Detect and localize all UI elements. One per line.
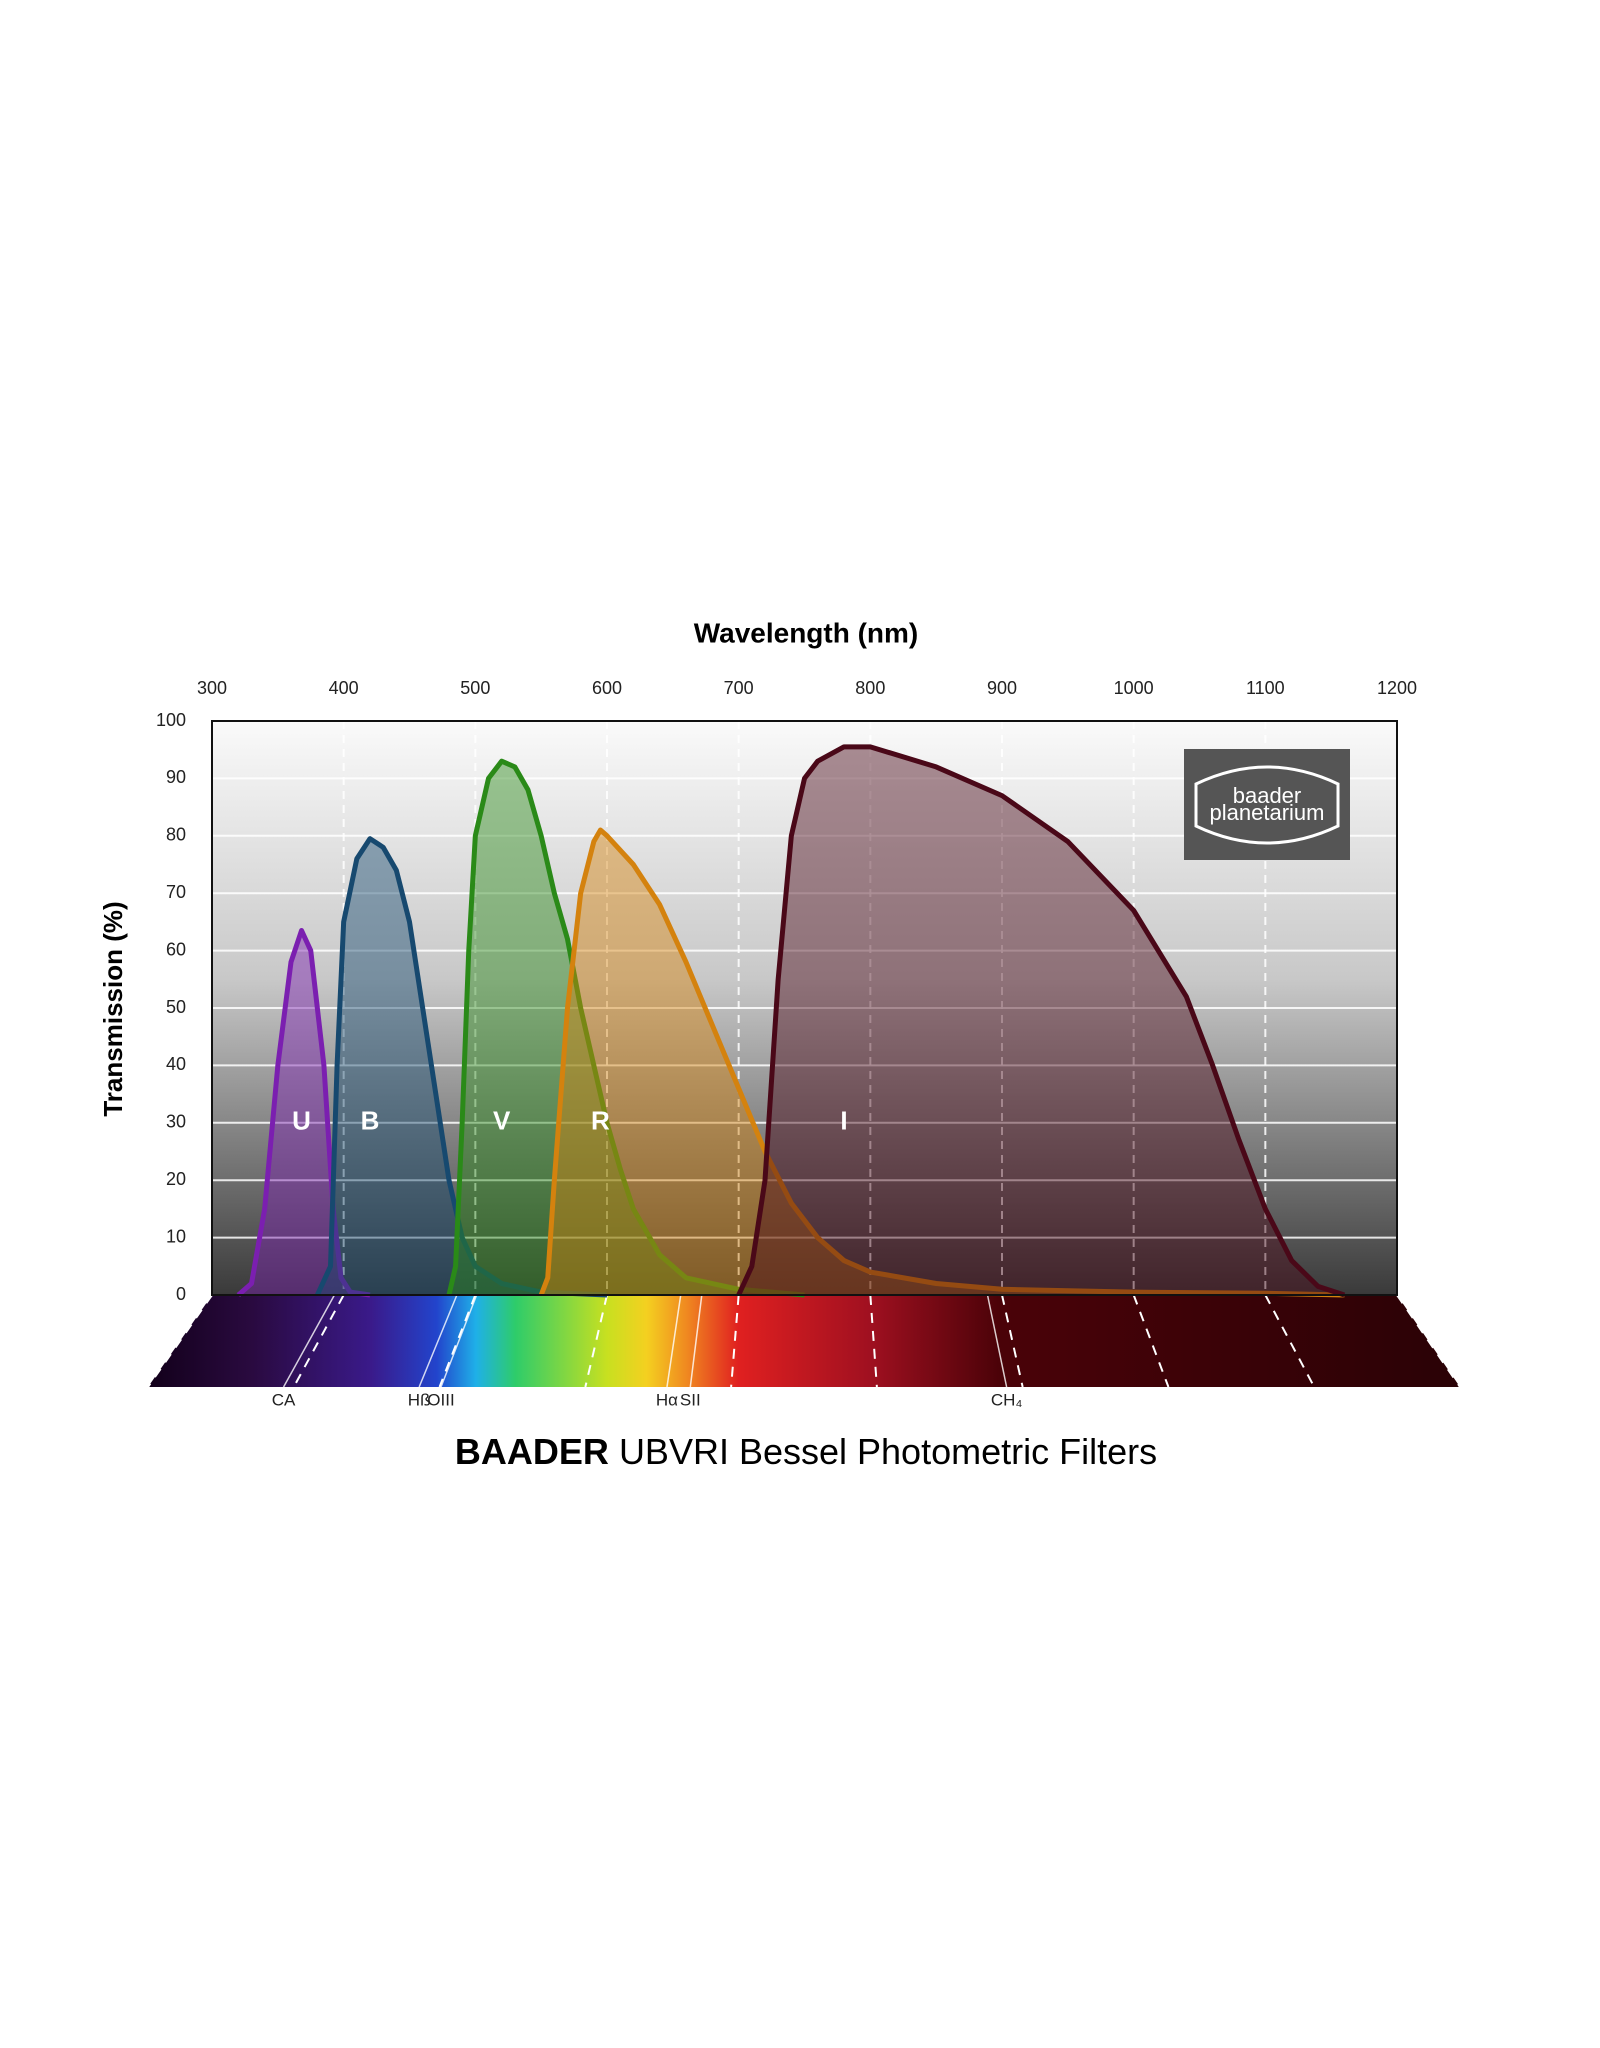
series-label: V — [493, 1106, 511, 1136]
y-tick-label: 70 — [166, 882, 186, 902]
spectral-line-label: Hß — [408, 1390, 431, 1409]
series-area — [317, 838, 607, 1295]
series-area — [449, 761, 805, 1295]
y-axis-title: Transmission (%) — [98, 901, 128, 1116]
series-label: I — [840, 1106, 847, 1136]
spectrum-tick — [1396, 1294, 1461, 1388]
series-area — [738, 746, 1345, 1295]
spectrum-tick — [1001, 1294, 1024, 1388]
logo-text: baader — [1233, 783, 1302, 808]
logo-text: planetarium — [1210, 800, 1325, 825]
spectrum-tick — [730, 1294, 740, 1388]
series-line — [736, 744, 1346, 1298]
footer-brand: BAADER — [455, 1431, 609, 1472]
spectral-line — [666, 1294, 682, 1388]
spectral-line — [986, 1294, 1008, 1388]
y-tick-label: 20 — [166, 1169, 186, 1189]
series-label: B — [361, 1106, 380, 1136]
series-label: R — [591, 1106, 610, 1136]
y-tick-label: 0 — [176, 1284, 186, 1304]
y-tick-label: 40 — [166, 1054, 186, 1074]
y-tick-label: 80 — [166, 825, 186, 845]
spectral-line-label: CH₄ — [991, 1390, 1023, 1409]
spectral-line-label: Hα — [656, 1390, 678, 1409]
marks: 0 10 20 30 40 50 60 70 80 90 100 300 400 500 600 700 800… — [147, 678, 1461, 1409]
x-tick-label: 900 — [987, 678, 1017, 698]
spectrum-band — [148, 1295, 1460, 1387]
y-tick-label: 30 — [166, 1112, 186, 1132]
footer-title: BAADER UBVRI Bessel Photometric Filters — [455, 1431, 1157, 1472]
series-area — [541, 830, 1345, 1295]
x-tick-label: 500 — [460, 678, 490, 698]
series-line — [538, 827, 1345, 1298]
x-tick-label: 400 — [329, 678, 359, 698]
x-tick-label: 300 — [197, 678, 227, 698]
y-tick-label: 60 — [166, 939, 186, 959]
spectrum-tick — [1132, 1294, 1170, 1388]
footer-text: UBVRI Bessel Photometric Filters — [619, 1431, 1157, 1472]
spectral-line-label: OIII — [427, 1390, 454, 1409]
spectral-line-label: SII — [680, 1390, 701, 1409]
spectrum-tick — [147, 1294, 213, 1388]
series-area — [238, 930, 370, 1295]
series-line — [236, 928, 371, 1298]
spectrum-tick — [584, 1294, 608, 1388]
x-tick-label: 1100 — [1246, 678, 1285, 698]
y-tick-label: 50 — [166, 997, 186, 1017]
plot-frame — [211, 720, 1398, 1296]
x-tick-label: 800 — [855, 678, 885, 698]
spectral-line — [689, 1294, 703, 1388]
y-tick-label: 10 — [166, 1226, 186, 1246]
spectrum-tick — [869, 1294, 878, 1388]
y-tick-label: 90 — [166, 767, 186, 787]
series-line — [446, 758, 805, 1298]
x-tick-label: 1200 — [1377, 678, 1417, 698]
x-axis-title: Wavelength (nm) — [694, 617, 919, 648]
spectral-line — [282, 1294, 336, 1388]
x-tick-label: 1000 — [1114, 678, 1154, 698]
x-tick-label: 600 — [592, 678, 622, 698]
series-line — [315, 836, 608, 1298]
y-tick-label: 100 — [156, 710, 186, 730]
spectral-line-label: CA — [272, 1390, 296, 1409]
series-label: U — [292, 1106, 311, 1136]
logo-frame — [1194, 765, 1340, 845]
x-tick-label: 700 — [724, 678, 754, 698]
spectral-line — [418, 1294, 458, 1388]
spectral-line — [440, 1294, 478, 1388]
